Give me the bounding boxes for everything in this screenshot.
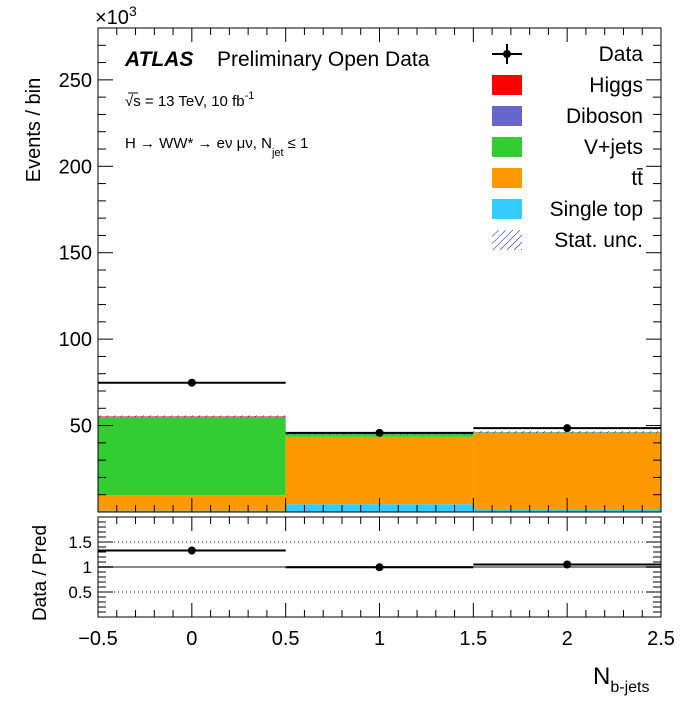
- atlas-suffix: Preliminary Open Data: [217, 48, 430, 71]
- legend-data-marker: [503, 50, 511, 58]
- y-multiplier: ×103: [95, 3, 137, 29]
- ratio-point: [187, 546, 196, 555]
- legend-label: Higgs: [589, 74, 643, 97]
- main-y-axis-label: Events / bin: [23, 78, 45, 183]
- x-axis: −0.5 0 0.5 1 1.5 2 2.5: [78, 517, 675, 650]
- atlas-title: ATLAS: [124, 48, 193, 71]
- x-tick-label: 0: [186, 628, 197, 650]
- ratio-point: [563, 560, 572, 569]
- legend-swatch: [492, 168, 522, 188]
- atlas-label: ATLAS Preliminary Open Data √s = 13 TeV,…: [124, 48, 430, 159]
- y-tick-label: 200: [59, 156, 92, 178]
- x-tick-label: 2.5: [647, 628, 675, 650]
- main-y-axis: 50 100 150 200 250: [59, 27, 661, 496]
- legend-label: Data: [599, 43, 644, 66]
- legend-label: tt̄: [631, 167, 643, 190]
- legend-swatch: [492, 137, 522, 157]
- legend-label: V+jets: [584, 136, 643, 159]
- x-tick-label: 1: [374, 628, 385, 650]
- channel-label: H → WW* → eν μν, Njet≤ 1: [125, 135, 308, 159]
- y-tick-label: 250: [59, 70, 92, 92]
- main-panel: 50 100 150 200 250 ×103 Events / bin ATLAS P…: [23, 3, 662, 513]
- ratio-panel: 0.5 1 1.5 −0.5 0 0.5 1 1.5 2 2.5 Data / Pred Nb-…: [30, 516, 675, 696]
- legend-label: Stat. unc.: [554, 229, 643, 252]
- y-tick-label: 100: [59, 329, 92, 351]
- energy-label: √s = 13 TeV, 10 fb-1: [125, 90, 254, 110]
- ratio-y-axis: 0.5 1 1.5: [68, 521, 661, 613]
- stat-unc-band: [98, 415, 286, 418]
- x-tick-label: 2: [562, 628, 573, 650]
- legend-swatch: [492, 199, 522, 219]
- ratio-y-axis-label: Data / Pred: [30, 525, 51, 621]
- main-x-ticks: [97, 28, 662, 512]
- stacked-bars: [98, 415, 661, 512]
- bar-segment: [285, 436, 474, 505]
- legend-swatch: [492, 106, 522, 126]
- legend: Data Higgs Diboson V+jets tt̄ Single top Stat.…: [492, 43, 643, 252]
- x-tick-label: 0.5: [272, 628, 300, 650]
- y-tick-label: 150: [59, 243, 92, 265]
- y-tick-label: 50: [70, 416, 92, 438]
- x-axis-label: Nb-jets: [593, 663, 649, 696]
- ratio-points: [98, 546, 661, 572]
- x-tick-label: 1.5: [459, 628, 487, 650]
- legend-label: Diboson: [566, 105, 643, 128]
- legend-label: Single top: [550, 198, 643, 221]
- data-point: [563, 424, 572, 433]
- bar-segment: [473, 432, 661, 509]
- data-points: [98, 378, 661, 437]
- ratio-y-tick-label: 1: [83, 558, 92, 577]
- ratio-point: [375, 563, 384, 572]
- x-tick-label: −0.5: [78, 628, 117, 650]
- legend-hatch-swatch: [492, 230, 522, 250]
- data-point: [375, 428, 384, 437]
- ratio-y-tick-label: 1.5: [68, 533, 92, 552]
- data-point: [187, 378, 196, 387]
- legend-swatch: [492, 75, 522, 95]
- bar-segment: [98, 417, 286, 496]
- ratio-y-tick-label: 0.5: [68, 583, 92, 602]
